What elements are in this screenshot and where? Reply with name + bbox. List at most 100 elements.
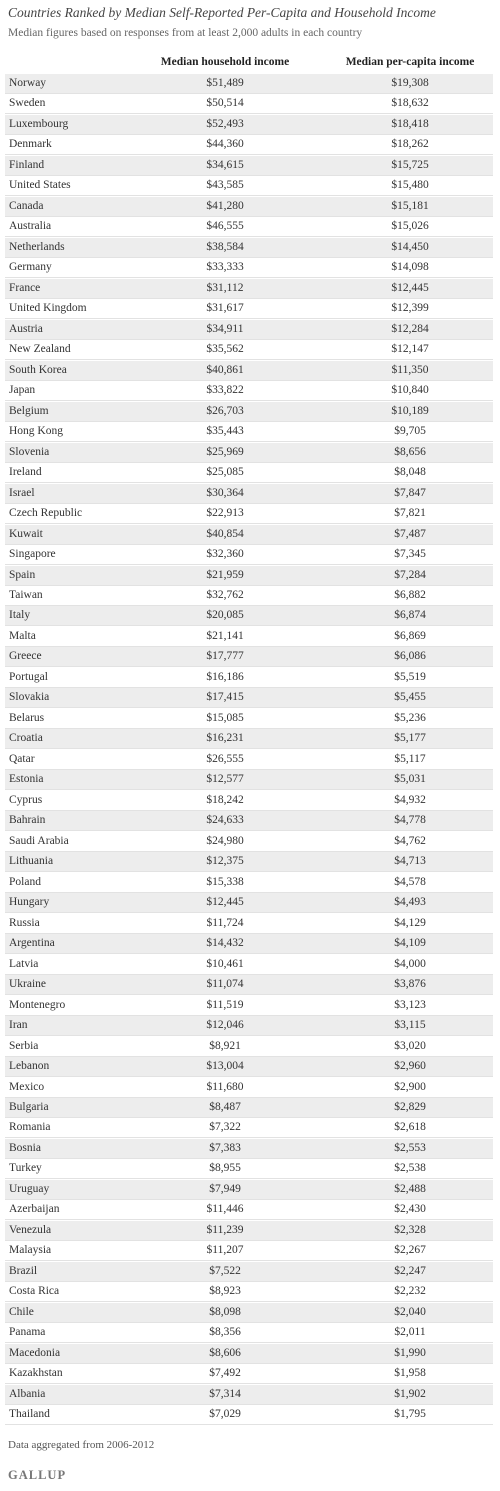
income-cell: $12,399: [391, 302, 429, 315]
table-row: Latvia $10,461 $4,000: [5, 955, 493, 975]
country-cell: Norway: [9, 77, 47, 89]
income-cell: $7,314: [209, 1387, 241, 1400]
income-cell: $15,338: [206, 875, 244, 888]
table-row: Turkey $8,955 $2,538: [5, 1159, 493, 1180]
table-row: Chile $8,098 $2,040: [5, 1302, 493, 1323]
income-cell: $10,840: [391, 384, 429, 397]
income-cell: $18,242: [206, 793, 244, 806]
income-cell: $12,445: [206, 896, 244, 909]
income-cell: $38,584: [206, 240, 244, 253]
income-cell: $11,519: [206, 998, 244, 1011]
income-cell: $10,461: [206, 957, 244, 970]
income-cell: $19,308: [391, 77, 429, 89]
country-cell: Panama: [9, 1326, 46, 1339]
country-cell: Thailand: [9, 1408, 50, 1421]
income-cell: $10,189: [391, 404, 429, 417]
income-cell: $11,680: [206, 1080, 244, 1093]
table-row: Poland $15,338 $4,578: [5, 873, 493, 893]
table-row: Argentina $14,432 $4,109: [5, 934, 493, 955]
income-cell: $1,902: [394, 1387, 426, 1400]
table-row: Slovakia $17,415 $5,455: [5, 688, 493, 709]
country-cell: Azerbaijan: [9, 1203, 60, 1216]
table-row: South Korea $40,861 $11,350: [5, 360, 493, 381]
income-cell: $4,109: [394, 937, 426, 950]
income-cell: $40,861: [206, 363, 244, 376]
country-cell: Czech Republic: [9, 507, 83, 520]
income-cell: $20,085: [206, 609, 244, 622]
table-row: Sweden $50,514 $18,632: [5, 94, 493, 115]
country-cell: Cyprus: [9, 793, 43, 806]
table-row: France $31,112 $12,445: [5, 278, 493, 299]
income-cell: $2,829: [394, 1101, 426, 1113]
table-row: Ireland $25,085 $8,048: [5, 463, 493, 484]
country-cell: Sweden: [9, 97, 46, 110]
country-cell: United States: [9, 179, 71, 192]
income-cell: $15,026: [391, 220, 429, 233]
income-cell: $4,578: [394, 875, 426, 888]
country-cell: Bulgaria: [9, 1101, 49, 1113]
table-row: Luxembourg $52,493 $18,418: [5, 114, 493, 135]
country-cell: Albania: [9, 1387, 46, 1400]
income-cell: $18,632: [391, 97, 429, 110]
income-cell: $21,141: [206, 629, 244, 642]
country-cell: Finland: [9, 158, 45, 171]
income-cell: $30,364: [206, 486, 244, 499]
table-row: Denmark $44,360 $18,262: [5, 135, 493, 156]
income-cell: $51,489: [206, 77, 244, 89]
income-cell: $7,383: [209, 1141, 241, 1154]
income-cell: $14,432: [206, 937, 244, 950]
country-cell: Latvia: [9, 957, 39, 970]
table-row: Montenegro $11,519 $3,123: [5, 996, 493, 1016]
table-row: United States $43,585 $15,480: [5, 176, 493, 197]
table-row: Venezula $11,239 $2,328: [5, 1220, 493, 1241]
table-row: Kuwait $40,854 $7,487: [5, 524, 493, 545]
income-cell: $7,847: [394, 486, 426, 499]
country-cell: Venezula: [9, 1223, 52, 1236]
income-cell: $44,360: [206, 138, 244, 151]
income-cell: $2,618: [394, 1121, 426, 1134]
country-cell: Luxembourg: [9, 117, 69, 130]
income-cell: $6,086: [394, 650, 426, 663]
income-cell: $26,703: [206, 404, 244, 417]
country-cell: South Korea: [9, 363, 67, 376]
table-row: Qatar $26,555 $5,117: [5, 750, 493, 770]
table-row: Bahrain $24,633 $4,778: [5, 811, 493, 832]
table-row: Malta $21,141 $6,869: [5, 627, 493, 647]
income-cell: $4,762: [394, 834, 426, 847]
country-cell: Slovenia: [9, 445, 50, 458]
income-cell: $5,455: [394, 691, 426, 704]
income-cell: $25,085: [206, 466, 244, 479]
country-cell: Germany: [9, 261, 52, 274]
country-cell: Argentina: [9, 937, 55, 950]
income-cell: $7,492: [209, 1367, 241, 1380]
country-cell: France: [9, 281, 41, 294]
country-cell: Mexico: [9, 1080, 45, 1093]
country-cell: Montenegro: [9, 998, 66, 1011]
country-cell: Denmark: [9, 138, 52, 151]
income-cell: $15,725: [391, 158, 429, 171]
income-cell: $3,115: [394, 1019, 426, 1032]
income-cell: $6,882: [394, 589, 426, 601]
table-row: Austria $34,911 $12,284: [5, 319, 493, 340]
income-cell: $12,375: [206, 855, 244, 868]
table-row: Kazakhstan $7,492 $1,958: [5, 1364, 493, 1385]
country-cell: Austria: [9, 322, 43, 335]
income-cell: $35,443: [206, 425, 244, 438]
income-cell: $7,821: [394, 507, 426, 520]
income-cell: $8,048: [394, 466, 426, 479]
country-cell: Romania: [9, 1121, 51, 1134]
table-row: Canada $41,280 $15,181: [5, 196, 493, 217]
table-row: Netherlands $38,584 $14,450: [5, 237, 493, 258]
income-cell: $12,577: [206, 773, 244, 786]
country-cell: United Kingdom: [9, 302, 87, 315]
income-cell: $8,921: [209, 1039, 241, 1052]
table-row: Spain $21,959 $7,284: [5, 565, 493, 586]
country-cell: Qatar: [9, 752, 35, 765]
income-cell: $8,955: [209, 1162, 241, 1175]
income-cell: $7,487: [394, 527, 426, 540]
income-cell: $12,284: [391, 322, 429, 335]
income-cell: $15,480: [391, 179, 429, 192]
income-cell: $3,020: [394, 1039, 426, 1052]
table-row: Singapore $32,360 $7,345: [5, 545, 493, 566]
income-cell: $17,777: [206, 650, 244, 663]
